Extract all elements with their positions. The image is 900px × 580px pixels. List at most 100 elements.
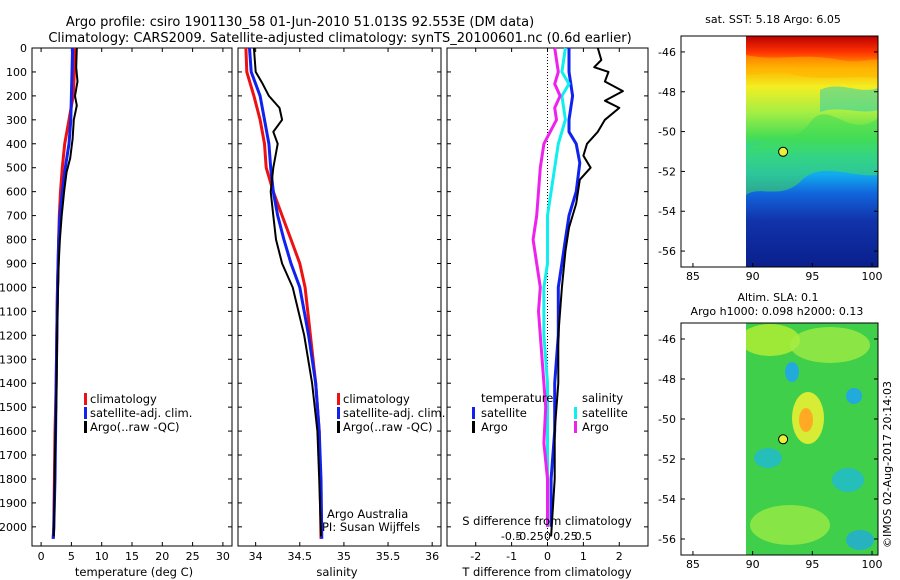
x-tick-label: 35.5	[376, 550, 401, 563]
s-difference-xlabel: S difference from climatology	[462, 514, 632, 528]
series-line-salinity-satellite	[542, 47, 571, 527]
salinity-x-ticks: 34 34.5 35 35.5 36	[238, 47, 441, 563]
y-tick-label: 900	[6, 257, 27, 270]
x-tick-label: 1	[580, 550, 587, 563]
y-tick-label: 200	[6, 90, 27, 103]
difference-profile-panel: -2 -1 0 1 2 -0.5-0.25 0 0.250.5 T difference f…	[446, 47, 649, 579]
sla-heatmap-feature	[832, 468, 864, 492]
series-line-satellite-adj-clim	[51, 47, 75, 539]
y-tick-label: 2000	[0, 521, 27, 534]
lon-tick-label: 90	[746, 558, 760, 571]
sst-map-axes-box	[680, 35, 879, 268]
legend-swatch-argo	[84, 421, 87, 433]
x-tick-label: 36	[425, 550, 439, 563]
y-tick-label: 600	[6, 186, 27, 199]
sla-heatmap-feature	[754, 448, 782, 468]
t-difference-xlabel: T difference from climatology	[461, 565, 632, 579]
legend-label-climatology: climatology	[343, 392, 410, 406]
sla-map-axes-box	[680, 322, 879, 556]
lat-tick-label: -50	[658, 413, 676, 426]
sst-map-lon-ticks: 85 90 95 100	[686, 263, 883, 283]
lon-tick-label: 85	[686, 558, 700, 571]
x-tick-label: 0	[544, 550, 551, 563]
lon-tick-label: 95	[805, 558, 819, 571]
salinity-axes-box	[237, 47, 442, 547]
salinity-lines	[244, 47, 324, 539]
lon-tick-label: 85	[686, 270, 700, 283]
lon-tick-label: 90	[746, 270, 760, 283]
legend-label-argo: Argo(..raw -QC)	[90, 420, 180, 434]
annotation-pi-name: PI: Susan Wijffels	[322, 520, 420, 534]
argo-float-location-marker	[778, 434, 789, 445]
s-tick-label: 0.25	[553, 530, 578, 543]
lat-tick-label: -52	[658, 165, 676, 178]
x-tick-label: 5	[68, 550, 75, 563]
argo-float-location-marker	[778, 146, 789, 157]
legend-swatch-temp-argo	[472, 421, 475, 433]
lat-tick-label: -48	[658, 86, 676, 99]
sst-heatmap	[746, 36, 878, 267]
series-line-temperature-satellite	[549, 48, 582, 527]
x-tick-label: -1	[506, 550, 517, 563]
legend-swatch-climatology	[84, 393, 87, 405]
x-tick-label: 20	[155, 550, 169, 563]
lat-tick-label: -52	[658, 453, 676, 466]
y-tick-label: 100	[6, 66, 27, 79]
series-line-argo-raw-qc	[52, 47, 79, 537]
lat-tick-label: -48	[658, 373, 676, 386]
legend-label-temp-satellite: satellite	[481, 406, 527, 420]
y-tick-label: 400	[6, 138, 27, 151]
sla-heatmap-feature	[846, 530, 874, 550]
x-tick-label: 0	[38, 550, 45, 563]
x-tick-label: 15	[125, 550, 139, 563]
lat-tick-label: -56	[658, 245, 676, 258]
legend-swatch-climatology	[337, 393, 340, 405]
sla-heatmap	[746, 323, 878, 555]
x-tick-label: 25	[186, 550, 200, 563]
figure-title-line2: Climatology: CARS2009. Satellite-adjuste…	[48, 31, 631, 46]
temperature-profile-panel: 0 5 10 15 20 25 30 0 100 200 300 400 500 600 700 800 90…	[0, 42, 233, 579]
y-tick-label: 1700	[0, 449, 27, 462]
lon-tick-label: 100	[862, 558, 883, 571]
figure-title-line1: Argo profile: csiro 1901130_58 01-Jun-20…	[66, 15, 534, 30]
legend-label-temp-argo: Argo	[481, 420, 508, 434]
y-tick-label: 1200	[0, 329, 27, 342]
y-tick-label: 1800	[0, 473, 27, 486]
sla-heatmap-feature	[750, 505, 830, 545]
series-line-satellite-adj-clim	[248, 47, 324, 539]
sla-heatmap-feature	[785, 362, 799, 382]
sla-map-title-line2: Argo h1000: 0.098 h2000: 0.13	[691, 305, 864, 318]
lon-tick-label: 100	[862, 270, 883, 283]
y-tick-label: 700	[6, 210, 27, 223]
sst-heatmap-feature	[746, 114, 878, 195]
sla-map-title-line1: Altim. SLA: 0.1	[737, 291, 818, 304]
sla-map-lon-ticks: 85 90 95 100	[686, 551, 883, 571]
sst-map-panel: sat. SST: 5.18 Argo: 6.05 85 90 95 100 -46-…	[658, 13, 882, 283]
sla-heatmap-feature	[799, 408, 813, 432]
x-tick-label: 34	[249, 550, 263, 563]
sst-map-title: sat. SST: 5.18 Argo: 6.05	[705, 13, 841, 26]
difference-x-ticks: -2 -1 0 1 2	[447, 47, 648, 563]
legend-swatch-satellite-adj	[337, 407, 340, 419]
y-tick-label: 1300	[0, 353, 27, 366]
difference-legend: temperature salinity satellite Argo sate…	[472, 391, 628, 434]
s-tick-label: 0	[544, 530, 551, 543]
y-tick-label: 1600	[0, 425, 27, 438]
legend-label-satellite-adj: satellite-adj. clim.	[90, 406, 192, 420]
s-tick-label: 0.5	[575, 530, 593, 543]
sla-heatmap-feature	[746, 324, 800, 356]
pressure-y-ticks: 0 100 200 300 400 500 600 700 800 900 1000 1100 1200…	[0, 42, 232, 534]
difference-lines	[531, 47, 624, 537]
s-tick-label: -0.5	[501, 530, 522, 543]
legend-label-climatology: climatology	[90, 392, 157, 406]
temperature-x-ticks: 0 5 10 15 20 25 30	[38, 48, 230, 563]
sst-heatmap-feature	[820, 86, 878, 112]
temperature-legend: climatology satellite-adj. clim. Argo(..…	[84, 392, 192, 434]
sla-map-lat-ticks: -46 -48 -50 -52 -54 -56	[658, 333, 878, 546]
legend-label-argo: Argo(..raw -QC)	[343, 420, 433, 434]
lat-tick-label: -50	[658, 126, 676, 139]
lat-tick-label: -46	[658, 46, 676, 59]
imos-watermark: ©IMOS 02-Aug-2017 20:14:03	[881, 381, 894, 548]
x-tick-label: 10	[95, 550, 109, 563]
